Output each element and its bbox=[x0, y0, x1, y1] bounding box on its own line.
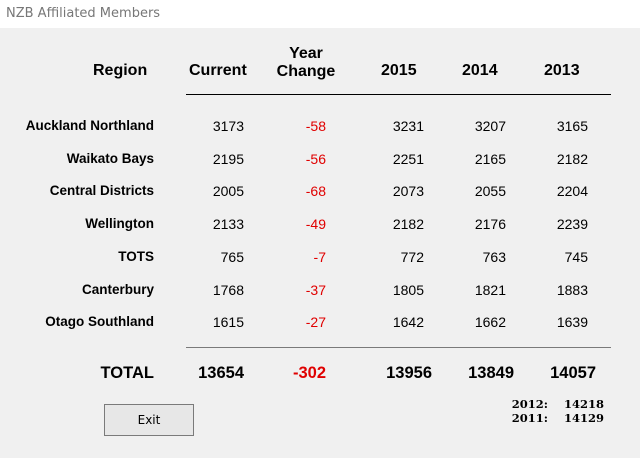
cell-2014: 2055 bbox=[474, 183, 506, 199]
history-2011-value: 14129 bbox=[563, 411, 604, 425]
cell-current: 2005 bbox=[212, 183, 244, 199]
cell-2013: 1883 bbox=[556, 282, 588, 298]
cell-2014: 1662 bbox=[474, 314, 506, 330]
cell-year-change: -68 bbox=[305, 183, 326, 199]
header-year-change-line2: Change bbox=[276, 63, 336, 80]
cell-2014: 2165 bbox=[474, 151, 506, 167]
header-divider bbox=[186, 94, 611, 95]
cell-2015: 1642 bbox=[392, 314, 424, 330]
cell-2015: 1805 bbox=[392, 282, 424, 298]
cell-year-change: -56 bbox=[305, 151, 326, 167]
cell-year-change: -7 bbox=[313, 249, 326, 265]
history-2012-value: 14218 bbox=[563, 397, 604, 411]
row-region-label: TOTS bbox=[118, 249, 154, 264]
cell-2013: 745 bbox=[564, 249, 588, 265]
cell-current: 3173 bbox=[212, 118, 244, 134]
cell-2013: 2182 bbox=[556, 151, 588, 167]
cell-2015: 2251 bbox=[392, 151, 424, 167]
cell-2014: 3207 bbox=[474, 118, 506, 134]
cell-year-change: -37 bbox=[305, 282, 326, 298]
total-2013: 14057 bbox=[550, 364, 596, 382]
cell-current: 1615 bbox=[212, 314, 244, 330]
cell-2013: 1639 bbox=[556, 314, 588, 330]
row-region-label: Auckland Northland bbox=[25, 118, 154, 133]
history-2011-year: 2011: bbox=[511, 411, 548, 425]
cell-2015: 3231 bbox=[392, 118, 424, 134]
cell-2013: 3165 bbox=[556, 118, 588, 134]
row-region-label: Waikato Bays bbox=[66, 151, 154, 166]
header-region: Region bbox=[93, 62, 148, 79]
cell-year-change: -49 bbox=[305, 216, 326, 232]
total-divider bbox=[186, 347, 611, 348]
total-2014: 13849 bbox=[468, 364, 514, 382]
header-2015: 2015 bbox=[381, 62, 417, 79]
members-panel bbox=[0, 28, 640, 458]
header-current: Current bbox=[189, 62, 247, 79]
cell-current: 1768 bbox=[212, 282, 244, 298]
header-2014: 2014 bbox=[462, 62, 498, 79]
row-region-label: Wellington bbox=[85, 216, 154, 231]
row-region-label: Central Districts bbox=[49, 183, 154, 198]
cell-year-change: -27 bbox=[305, 314, 326, 330]
window-title: NZB Affiliated Members bbox=[6, 6, 161, 21]
cell-current: 2133 bbox=[212, 216, 244, 232]
exit-button[interactable]: Exit bbox=[104, 404, 194, 436]
row-region-label: Otago Southland bbox=[45, 314, 154, 329]
title-bar: NZB Affiliated Members bbox=[0, 0, 640, 28]
cell-current: 2195 bbox=[212, 151, 244, 167]
history-2012-year: 2012: bbox=[511, 397, 548, 411]
header-year-change: Year Change bbox=[266, 45, 346, 81]
total-2015: 13956 bbox=[386, 364, 432, 382]
total-current: 13654 bbox=[198, 364, 244, 382]
cell-2014: 1821 bbox=[474, 282, 506, 298]
header-2013: 2013 bbox=[544, 62, 580, 79]
cell-2013: 2239 bbox=[556, 216, 588, 232]
header-year-change-line1: Year bbox=[289, 45, 323, 62]
cell-2013: 2204 bbox=[556, 183, 588, 199]
cell-2015: 2073 bbox=[392, 183, 424, 199]
cell-2014: 763 bbox=[482, 249, 506, 265]
cell-2015: 772 bbox=[400, 249, 424, 265]
total-change: -302 bbox=[292, 364, 326, 382]
cell-2014: 2176 bbox=[474, 216, 506, 232]
cell-year-change: -58 bbox=[305, 118, 326, 134]
row-region-label: Canterbury bbox=[81, 282, 154, 297]
total-label: TOTAL bbox=[100, 364, 154, 382]
cell-2015: 2182 bbox=[392, 216, 424, 232]
cell-current: 765 bbox=[220, 249, 244, 265]
